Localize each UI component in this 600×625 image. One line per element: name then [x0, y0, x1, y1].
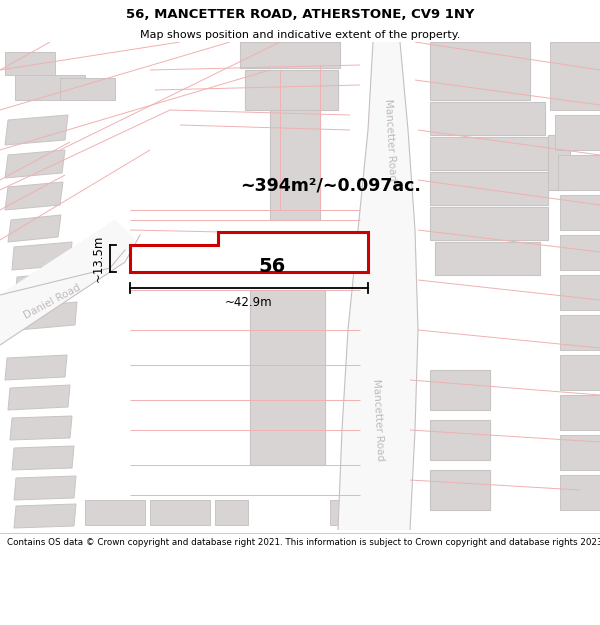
Polygon shape: [5, 52, 55, 75]
Text: 56: 56: [259, 256, 286, 276]
Polygon shape: [8, 385, 70, 410]
Polygon shape: [12, 242, 72, 270]
Polygon shape: [15, 75, 85, 100]
Polygon shape: [558, 155, 600, 190]
Polygon shape: [560, 435, 600, 470]
Polygon shape: [60, 78, 115, 100]
Polygon shape: [240, 42, 340, 68]
Polygon shape: [5, 182, 63, 210]
Polygon shape: [430, 102, 545, 135]
Polygon shape: [560, 235, 600, 270]
Polygon shape: [430, 207, 548, 240]
Polygon shape: [0, 220, 135, 345]
Polygon shape: [215, 500, 248, 525]
Polygon shape: [435, 242, 540, 275]
Polygon shape: [560, 395, 600, 430]
Polygon shape: [8, 215, 61, 242]
Text: Mancetter Road: Mancetter Road: [371, 379, 385, 461]
Text: Map shows position and indicative extent of the property.: Map shows position and indicative extent…: [140, 30, 460, 40]
Polygon shape: [430, 420, 490, 460]
Polygon shape: [550, 42, 600, 110]
Polygon shape: [270, 110, 320, 220]
Polygon shape: [560, 315, 600, 350]
Text: Mancetter Road: Mancetter Road: [383, 99, 397, 181]
Polygon shape: [130, 232, 368, 272]
Polygon shape: [5, 355, 67, 380]
Polygon shape: [430, 42, 530, 100]
Polygon shape: [14, 504, 76, 528]
Polygon shape: [85, 500, 145, 525]
Polygon shape: [15, 272, 74, 300]
Polygon shape: [560, 195, 600, 230]
Polygon shape: [150, 500, 210, 525]
Polygon shape: [430, 172, 548, 205]
Polygon shape: [10, 416, 72, 440]
Polygon shape: [560, 275, 600, 310]
Polygon shape: [14, 476, 76, 500]
Text: 56, MANCETTER ROAD, ATHERSTONE, CV9 1NY: 56, MANCETTER ROAD, ATHERSTONE, CV9 1NY: [126, 8, 474, 21]
Polygon shape: [250, 290, 325, 465]
Text: ~394m²/~0.097ac.: ~394m²/~0.097ac.: [240, 176, 421, 194]
Polygon shape: [560, 475, 600, 510]
Polygon shape: [5, 150, 65, 178]
Polygon shape: [18, 302, 77, 330]
Polygon shape: [560, 355, 600, 390]
Polygon shape: [555, 115, 600, 150]
Text: ~13.5m: ~13.5m: [91, 235, 104, 282]
Polygon shape: [12, 446, 74, 470]
Polygon shape: [338, 42, 418, 530]
Polygon shape: [430, 137, 548, 170]
Polygon shape: [330, 500, 370, 525]
Text: ~42.9m: ~42.9m: [225, 296, 273, 309]
Text: Daniel Road: Daniel Road: [22, 283, 82, 321]
Polygon shape: [245, 70, 338, 110]
Text: Contains OS data © Crown copyright and database right 2021. This information is : Contains OS data © Crown copyright and d…: [7, 538, 600, 547]
Polygon shape: [5, 115, 68, 145]
Polygon shape: [430, 370, 490, 410]
Polygon shape: [548, 135, 570, 190]
Polygon shape: [430, 470, 490, 510]
